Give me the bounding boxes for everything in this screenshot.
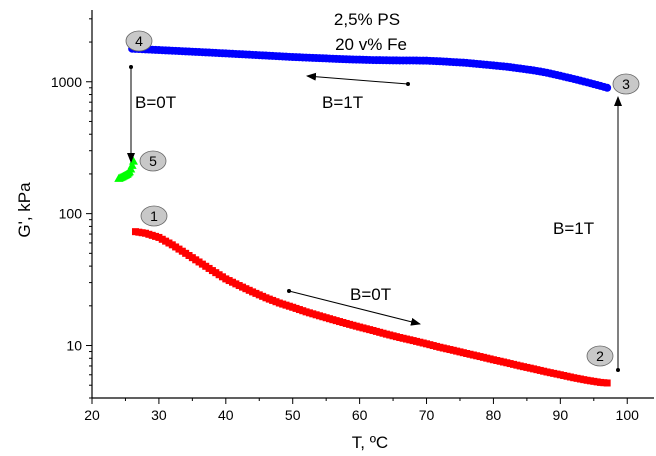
annotation-b0-bottom: B=0T [350, 285, 391, 304]
chart-title: 2,5% PS [334, 10, 400, 29]
plot-frame [91, 10, 654, 399]
point-label-3: 3 [612, 73, 640, 95]
series-1 [131, 228, 611, 387]
data-point-circle [603, 83, 612, 92]
point-label-2-text: 2 [596, 348, 604, 364]
x-tick-label: 100 [616, 407, 640, 423]
x-tick-label: 70 [419, 407, 435, 423]
data-point-triangle [128, 156, 138, 165]
point-label-5-text: 5 [149, 153, 157, 169]
point-label-4: 4 [125, 30, 153, 52]
x-tick-label: 20 [84, 407, 100, 423]
data-point-square [603, 379, 611, 387]
arrow-magnetize-b1-tail [616, 368, 620, 372]
x-axis-label: T, ºC [352, 433, 388, 452]
point-label-2: 2 [586, 345, 614, 367]
point-label-4-text: 4 [135, 33, 143, 49]
point-label-1-marker [140, 205, 168, 227]
chart-subtitle: 20 v% Fe [335, 35, 407, 54]
data-series-layer [114, 44, 612, 387]
arrow-heating-b1-tail [406, 82, 410, 86]
series-2 [128, 44, 612, 92]
arrow-cooling-b0 [288, 290, 421, 326]
point-label-1: 1 [140, 205, 168, 227]
annotation-arrows [127, 65, 622, 372]
y-axis-ticks: 10 100 1000 [51, 18, 92, 399]
point-label-3-text: 3 [622, 76, 630, 92]
x-tick-label: 80 [486, 407, 502, 423]
x-tick-label: 90 [553, 407, 569, 423]
x-axis-ticks: 20 30 40 50 60 70 80 90 100 [84, 398, 639, 423]
arrow-heating-b1 [306, 72, 409, 85]
arrow-cooling-b0-tail [287, 289, 291, 293]
y-tick-label: 100 [59, 206, 83, 222]
point-label-5: 5 [139, 150, 167, 172]
x-tick-label: 30 [151, 407, 167, 423]
point-label-3-marker [612, 73, 640, 95]
series-3 [114, 156, 138, 182]
annotation-b1-top: B=1T [322, 93, 363, 112]
x-tick-label: 60 [352, 407, 368, 423]
annotation-b0-left: B=0T [135, 93, 176, 112]
y-tick-label: 1000 [51, 74, 82, 90]
y-tick-label: 10 [66, 338, 82, 354]
data-point-triangle [127, 160, 137, 169]
arrow-demagnetize-b0-tail [129, 65, 133, 69]
point-label-1-text: 1 [150, 208, 158, 224]
point-label-5-marker [139, 150, 167, 172]
x-tick-label: 40 [218, 407, 234, 423]
y-axis-label: G', kPa [15, 182, 34, 238]
x-tick-label: 50 [285, 407, 301, 423]
annotation-b1-right: B=1T [553, 219, 594, 238]
point-label-2-marker [586, 345, 614, 367]
point-label-4-marker [125, 30, 153, 52]
